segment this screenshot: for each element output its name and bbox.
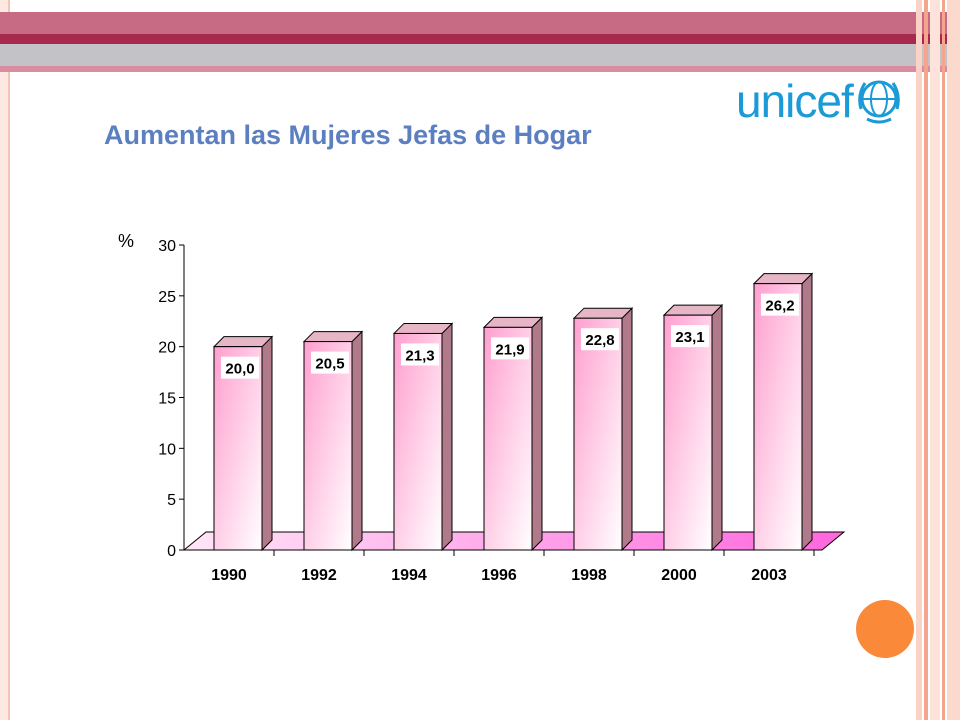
bar-top-face xyxy=(302,331,364,343)
bar-top-face xyxy=(482,316,544,328)
x-tick-label: 1994 xyxy=(391,567,427,584)
data-label-box xyxy=(221,356,259,379)
bar-top-face xyxy=(662,304,724,316)
x-tick-label: 1998 xyxy=(571,567,607,584)
bar xyxy=(212,335,274,552)
data-label: 20,5 xyxy=(315,356,344,373)
bar-front-face xyxy=(303,341,353,551)
y-tick-label: 0 xyxy=(167,543,176,560)
bar xyxy=(482,316,544,552)
bar-top-face xyxy=(752,273,814,285)
bar xyxy=(752,272,814,552)
bar-side-face xyxy=(711,303,723,552)
decorative-orange-dot xyxy=(856,600,914,658)
bar-front-face xyxy=(483,326,533,551)
left-edge-decoration xyxy=(0,0,10,720)
data-label: 21,3 xyxy=(405,347,434,364)
right-edge-stripes xyxy=(916,0,960,720)
x-tick-label: 1992 xyxy=(301,567,337,584)
bar xyxy=(392,322,454,552)
y-tick-label: 15 xyxy=(158,391,176,408)
x-tick-label: 1990 xyxy=(211,567,247,584)
bar-top-face xyxy=(392,322,454,334)
bar xyxy=(572,306,634,552)
y-unit-label: % xyxy=(118,231,134,251)
bar xyxy=(662,303,724,552)
logo-text: unicef xyxy=(736,75,854,127)
globe-emblem-icon xyxy=(857,80,900,124)
y-tick-label: 20 xyxy=(158,340,176,357)
data-label-box xyxy=(491,337,529,360)
data-label: 21,9 xyxy=(495,341,524,358)
bar-front-face xyxy=(213,346,263,551)
bar-front-face xyxy=(753,283,803,551)
data-label-box xyxy=(581,328,619,351)
header-band-line xyxy=(0,66,960,72)
data-label: 26,2 xyxy=(765,298,794,315)
bar-top-face xyxy=(212,336,274,348)
bar xyxy=(302,330,364,552)
data-label-box xyxy=(761,293,799,316)
header-band-middle xyxy=(0,34,960,44)
y-tick-label: 10 xyxy=(158,441,176,458)
unicef-logo: unicef xyxy=(736,75,905,127)
bar-side-face xyxy=(261,335,273,552)
header-band-top xyxy=(0,12,960,34)
data-label-box xyxy=(401,343,439,366)
y-tick-label: 25 xyxy=(158,289,176,306)
bar-front-face xyxy=(663,314,713,551)
bar-front-face xyxy=(573,317,623,551)
y-tick-label: 5 xyxy=(167,492,176,509)
data-label-box xyxy=(311,351,349,374)
y-tick-label: 30 xyxy=(158,238,176,255)
header-band-lower xyxy=(0,44,960,66)
bar-side-face xyxy=(351,330,363,552)
bar-side-face xyxy=(621,306,633,552)
data-label-box xyxy=(671,325,709,348)
bar-side-face xyxy=(531,316,543,552)
bar-top-face xyxy=(572,307,634,319)
data-label: 22,8 xyxy=(585,332,614,349)
x-tick-label: 1996 xyxy=(481,567,517,584)
slide-title: Aumentan las Mujeres Jefas de Hogar xyxy=(104,120,592,150)
bar-side-face xyxy=(441,322,453,552)
x-tick-label: 2003 xyxy=(751,567,787,584)
bar-front-face xyxy=(393,332,443,551)
bar-side-face xyxy=(801,272,813,552)
data-label: 23,1 xyxy=(675,329,704,346)
x-tick-label: 2000 xyxy=(661,567,697,584)
data-label: 20,0 xyxy=(225,361,254,378)
